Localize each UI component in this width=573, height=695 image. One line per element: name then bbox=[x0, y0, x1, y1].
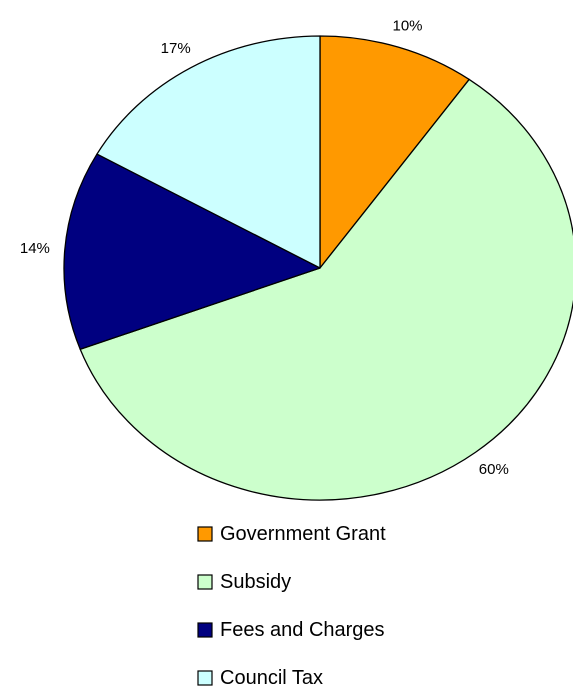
legend-item-government-grant: Government Grant bbox=[197, 523, 386, 545]
data-label-council-tax: 17% bbox=[161, 40, 191, 57]
legend-label-council-tax: Council Tax bbox=[220, 667, 323, 689]
data-label-fees-and-charges: 14% bbox=[20, 240, 50, 257]
pie-slice-subsidy bbox=[79, 78, 573, 501]
chart-legend: Government Grant Subsidy Fees and Charges C… bbox=[197, 523, 386, 689]
legend-item-subsidy: Subsidy bbox=[197, 571, 291, 593]
pie-data-labels: 10% 60% 14% 17% bbox=[20, 18, 509, 479]
legend-label-government-grant: Government Grant bbox=[220, 523, 386, 545]
data-label-government-grant: 10% bbox=[392, 18, 422, 35]
legend-label-fees-and-charges: Fees and Charges bbox=[220, 619, 385, 641]
legend-swatch-fees-and-charges bbox=[197, 622, 213, 638]
data-label-subsidy: 60% bbox=[479, 461, 509, 478]
legend-item-council-tax: Council Tax bbox=[197, 667, 323, 689]
pie-slice-council-tax bbox=[96, 35, 321, 269]
legend-swatch-subsidy bbox=[197, 574, 213, 590]
legend-label-subsidy: Subsidy bbox=[220, 571, 291, 593]
legend-swatch-council-tax bbox=[197, 670, 213, 686]
pie-slices bbox=[63, 35, 573, 501]
pie-slice-fees-and-charges bbox=[63, 153, 321, 350]
pie-slice-government-grant bbox=[319, 35, 470, 269]
legend-item-fees-and-charges: Fees and Charges bbox=[197, 619, 385, 641]
legend-swatch-government-grant bbox=[197, 526, 213, 542]
